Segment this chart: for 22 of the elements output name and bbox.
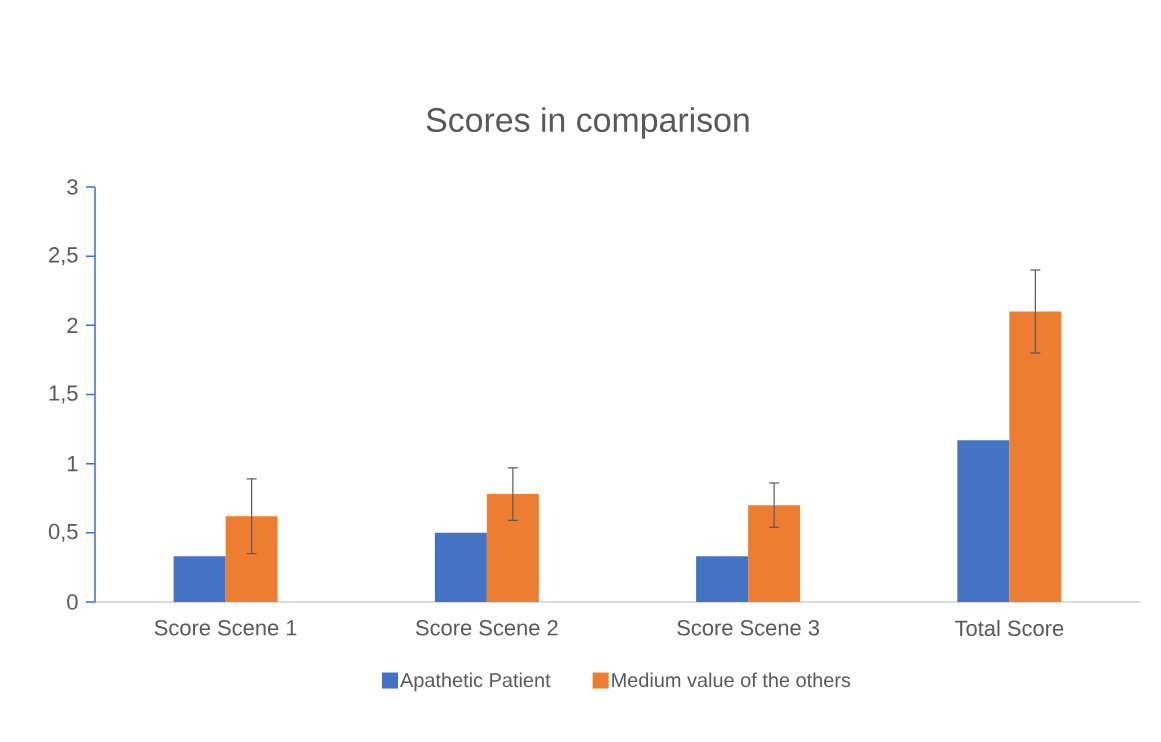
bar <box>748 505 801 602</box>
bar <box>173 556 226 602</box>
bar <box>225 516 278 602</box>
y-tick-label: 1 <box>67 456 78 472</box>
y-tick-label: 2 <box>67 317 78 333</box>
legend-label: Medium value of the others <box>612 672 851 688</box>
x-tick-label: Score Scene 3 <box>677 620 820 636</box>
y-tick-label: 1,5 <box>49 385 78 404</box>
x-tick-label: Score Scene 1 <box>154 620 297 636</box>
bar <box>434 532 487 602</box>
y-tick-label: 2,5 <box>49 247 78 266</box>
bar <box>696 556 749 602</box>
y-tick-label: 0,5 <box>48 523 78 542</box>
chart-title: Scores in comparison <box>426 107 749 139</box>
bar <box>486 494 539 602</box>
x-tick-label: Total Score <box>955 620 1064 637</box>
legend-label: Apathetic Patient <box>400 672 551 692</box>
x-tick-label: Score Scene 2 <box>415 620 558 636</box>
bar <box>1009 311 1062 602</box>
y-tick-label: 3 <box>67 179 78 195</box>
bar <box>957 440 1010 602</box>
y-tick-label: 0 <box>67 594 78 610</box>
